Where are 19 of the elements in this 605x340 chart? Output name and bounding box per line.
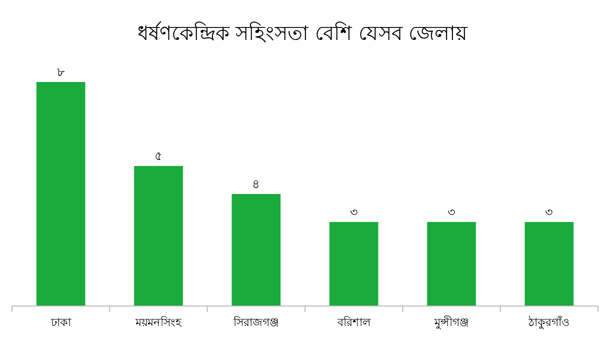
x-tick-label: ঢাকা	[50, 316, 72, 329]
bar	[524, 222, 574, 306]
x-tick-label: ময়মনসিংহ	[134, 316, 182, 329]
x-tick-label: সিরাজগঞ্জ	[232, 316, 279, 329]
x-tick-label: বরিশাল	[336, 316, 372, 329]
x-tick-label: ঠাকুরগাঁও	[528, 314, 570, 329]
bar	[427, 222, 476, 306]
data-label: ৪	[252, 177, 260, 191]
data-label: ৩	[350, 205, 358, 219]
x-tick-label: মুন্সীগঞ্জ	[434, 316, 468, 329]
bar	[134, 166, 183, 306]
data-label: ৩	[545, 205, 554, 219]
bar	[36, 82, 86, 306]
data-label: ৮	[56, 65, 65, 79]
data-label: ৫	[154, 149, 162, 163]
data-label: ৩	[448, 205, 456, 219]
bar	[232, 194, 281, 306]
bar	[329, 222, 378, 306]
chart-title: ধর্ষণকেন্দ্রিক সহিংসতা বেশি যেসব জেলায়	[137, 21, 469, 45]
